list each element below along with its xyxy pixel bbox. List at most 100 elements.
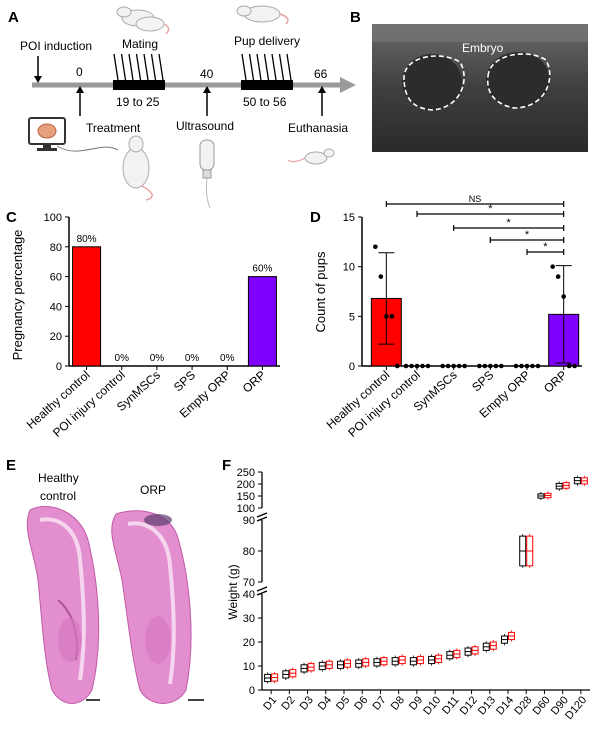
c-data-label: 0% [150, 353, 165, 364]
d-data-point [378, 274, 384, 279]
d-data-point [477, 363, 482, 369]
e-label-control: control [40, 489, 76, 503]
c-y-tick-label: 40 [50, 301, 62, 313]
delivery-block [241, 80, 293, 90]
timeline-tick-arrow [248, 53, 255, 81]
treatment-arrowhead [76, 86, 84, 93]
computer-icon [28, 117, 119, 152]
panel-letter-d: D [310, 209, 321, 226]
embryo-outline-right [486, 53, 551, 109]
timeline-tick-arrow [286, 53, 292, 81]
timeline-tick-arrow [271, 53, 277, 81]
timeline-tick-arrow [120, 53, 127, 81]
poi-arrowhead [34, 76, 42, 83]
f-x-tick-label: D2 [279, 694, 297, 712]
label-ultrasound: Ultrasound [176, 119, 234, 133]
f-x-tick-label: D10 [421, 694, 443, 717]
delivery-arrows [241, 53, 292, 81]
f-y-axis-label: Weight (g) [226, 564, 240, 619]
f-y-tick-label: 200 [237, 479, 255, 491]
timeline-tick-arrow [263, 53, 270, 81]
rat-icon-euthanasia [287, 148, 335, 165]
c-y-tick-label: 100 [44, 212, 62, 224]
label-delivery-range: 50 to 56 [243, 95, 287, 109]
d-data-point [493, 363, 499, 369]
f-x-tick-label: D6 [352, 694, 370, 712]
panel-a: A POI induction 0 Treatment Mating 19 to… [8, 5, 356, 209]
d-y-tick-label: 15 [343, 212, 355, 224]
d-data-point [462, 363, 467, 369]
d-data-point [403, 363, 409, 369]
timeline-tick-arrow [241, 53, 247, 81]
timeline-tick-arrow [158, 53, 164, 81]
f-axis-break-mark [256, 586, 268, 592]
label-pup-delivery: Pup delivery [234, 34, 300, 48]
label-mating: Mating [122, 37, 158, 51]
d-data-point [572, 363, 577, 369]
mating-arrows [113, 53, 164, 81]
c-y-tick-label: 20 [50, 331, 62, 343]
d-data-point [445, 363, 451, 369]
ultrasound-probe-icon [199, 139, 215, 209]
d-data-point [530, 363, 535, 369]
c-x-tick-label: SPS [171, 368, 198, 394]
f-x-tick-label: D13 [476, 694, 498, 717]
d-significance-label: NS [469, 194, 482, 204]
rat-icon-delivery [236, 5, 289, 25]
rat-icon-treatment [122, 135, 153, 201]
c-bar [247, 276, 277, 367]
label-treatment: Treatment [86, 121, 141, 135]
d-data-point [519, 363, 524, 369]
timeline-tick-arrow [150, 53, 157, 81]
label-t0: 0 [76, 65, 83, 79]
rat-icon-mating [116, 6, 170, 35]
f-y-tick-label: 40 [243, 589, 255, 601]
panel-b: B Embryo [350, 9, 588, 152]
panel-letter-e: E [6, 457, 16, 474]
d-data-point [440, 363, 445, 369]
f-x-tick-label: D14 [494, 694, 516, 717]
panel-c: C Pregnancy percentage 02040608010080%He… [6, 209, 280, 440]
f-y-tick-label: 70 [243, 577, 255, 589]
d-data-point [425, 363, 431, 369]
timeline-tick-arrow [143, 53, 149, 81]
d-data-point [389, 314, 395, 319]
d-significance-label: * [525, 229, 530, 241]
c-data-label: 0% [115, 353, 130, 364]
f-x-tick-label: D1 [261, 694, 279, 712]
d-data-point [561, 294, 566, 299]
f-x-tick-label: D11 [440, 694, 462, 717]
label-mating-range: 19 to 25 [116, 95, 160, 109]
d-y-tick-label: 10 [343, 262, 355, 274]
c-y-tick-label: 80 [50, 242, 62, 254]
label-embryo: Embryo [462, 41, 504, 55]
f-x-tick-label: D120 [563, 694, 589, 722]
d-data-point [373, 244, 378, 250]
f-x-tick-label: D3 [298, 694, 316, 712]
label-t40: 40 [200, 67, 214, 81]
f-y-tick-label: 20 [243, 637, 255, 649]
d-data-point [513, 363, 519, 369]
c-data-label: 80% [77, 234, 97, 245]
c-y-tick-label: 0 [56, 361, 62, 373]
f-x-tick-label: D60 [531, 694, 553, 717]
f-x-tick-label: D12 [458, 694, 480, 717]
d-data-point [550, 264, 555, 269]
ultrasound-arrowhead [203, 86, 211, 93]
d-x-tick-label: SPS [469, 368, 496, 394]
c-data-label: 60% [252, 264, 272, 275]
f-y-tick-label: 10 [243, 661, 255, 673]
c-data-label: 0% [185, 353, 200, 364]
d-data-point [555, 274, 561, 279]
histology-orp [111, 510, 204, 704]
c-data-label: 0% [220, 353, 235, 364]
label-t66: 66 [314, 67, 328, 81]
d-significance-label: * [507, 217, 512, 229]
c-y-tick-label: 60 [50, 272, 62, 284]
panel-letter-f: F [222, 457, 231, 474]
f-y-tick-label: 0 [249, 685, 255, 697]
c-x-tick-label: ORP [240, 368, 269, 396]
f-y-tick-label: 150 [237, 491, 255, 503]
timeline-tick-arrow [278, 53, 285, 81]
